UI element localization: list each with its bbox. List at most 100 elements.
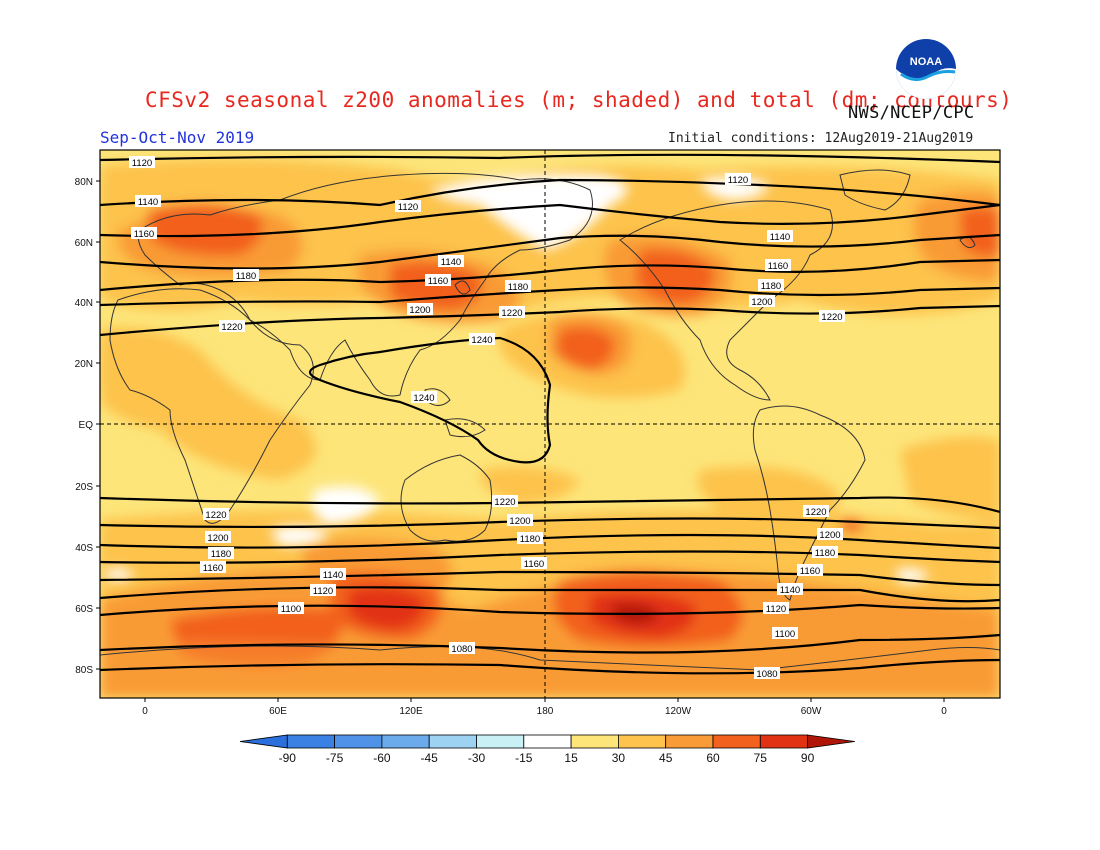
colorbar: -90 -75 -60 -45 -30 -15 15 30 45 60 75 90	[239, 734, 855, 765]
colorbar-tick-label: 60	[706, 751, 720, 765]
contour-label-bg	[797, 564, 823, 576]
contour-label: 1220	[805, 507, 826, 518]
contour-label-bg	[507, 514, 533, 526]
colorbar-segment	[618, 734, 667, 749]
colorbar-segment	[570, 734, 619, 749]
contour-label: 1180	[520, 534, 540, 545]
colorbar-tick-label: -30	[468, 751, 486, 765]
contour-label: 1200	[819, 530, 840, 541]
lon-tick-label: 60W	[801, 706, 822, 717]
lat-tick-label: 60S	[75, 604, 93, 615]
contour-label-bg	[449, 642, 475, 654]
contour-label-bg	[203, 508, 229, 520]
contour-label-bg	[320, 568, 346, 580]
colorbar-tick-label: 90	[801, 751, 815, 765]
contour-label: 1160	[428, 276, 448, 287]
lon-tick-label: 180	[537, 706, 554, 717]
contour-label-bg	[763, 602, 789, 614]
map-title: CFSv2 seasonal z200 anomalies (m; shaded…	[145, 88, 1013, 112]
contour-label-bg	[278, 602, 304, 614]
contour-label-bg	[817, 528, 843, 540]
lat-tick-label: EQ	[79, 420, 94, 431]
colorbar-segment	[428, 734, 477, 749]
height-contours	[100, 153, 1000, 675]
contour-label-bg	[803, 505, 829, 517]
contour-label: 1120	[313, 586, 333, 597]
contour-label: 1180	[236, 271, 256, 282]
contour-label-bg	[767, 230, 793, 242]
colorbar-tick-label: 75	[754, 751, 768, 765]
contour-label-bg	[395, 200, 421, 212]
contour-label: 1240	[413, 393, 434, 404]
contour-label-bg	[219, 320, 245, 332]
longitude-axis: 0 60E 120E 180 120W 60W 0	[142, 698, 947, 717]
contour-label: 1220	[205, 510, 226, 521]
contour-label: 1140	[780, 585, 800, 596]
contour-label: 1200	[207, 533, 228, 544]
contour-label: 1100	[775, 629, 795, 640]
colorbar-segment	[759, 734, 808, 749]
lat-tick-label: 20N	[75, 359, 93, 370]
contour-label: 1120	[132, 158, 152, 169]
contour-label: 1120	[766, 604, 786, 615]
lat-tick-label: 40N	[75, 298, 93, 309]
lat-tick-label: 80S	[75, 665, 93, 676]
season-label: Sep-Oct-Nov 2019	[100, 128, 255, 147]
lon-tick-label: 60E	[269, 706, 287, 717]
colorbar-tick-label: -75	[326, 751, 344, 765]
contour-label: 1220	[821, 312, 842, 323]
contour-label-bg	[425, 274, 451, 286]
colorbar-tick-label: 45	[659, 751, 673, 765]
contour-label-bg	[492, 495, 518, 507]
contour-label: 1180	[508, 282, 528, 293]
lon-tick-label: 0	[142, 706, 148, 717]
lat-tick-label: 60N	[75, 238, 93, 249]
lon-tick-label: 0	[941, 706, 947, 717]
colorbar-segment	[665, 734, 714, 749]
contour-label: 1220	[494, 497, 515, 508]
contour-label: 1180	[815, 548, 835, 559]
coastlines	[100, 169, 1000, 671]
contour-label-bg	[819, 310, 845, 322]
contour-label-bg	[772, 627, 798, 639]
contour-label: 1120	[728, 175, 748, 186]
contour-label: 1140	[770, 232, 790, 243]
colorbar-segment	[286, 734, 335, 749]
colorbar-tick-label: -45	[421, 751, 439, 765]
contour-label: 1160	[768, 261, 788, 272]
contour-label-bg	[205, 531, 231, 543]
noaa-logo-text: NOAA	[910, 56, 942, 68]
colorbar-segment	[381, 734, 430, 749]
contour-label-bg	[135, 195, 161, 207]
contour-label: 1200	[409, 305, 430, 316]
contour-label: 1140	[441, 257, 461, 268]
contour-label-bg	[749, 295, 775, 307]
contour-label-bg	[499, 306, 525, 318]
contour-label-bg	[411, 391, 437, 403]
colorbar-segment	[712, 734, 761, 749]
map-frame	[99, 149, 1001, 699]
colorbar-tick-label: -60	[373, 751, 391, 765]
lat-tick-label: 20S	[75, 482, 93, 493]
contour-label-bg	[517, 532, 543, 544]
colorbar-segment	[476, 734, 525, 749]
contour-label-bg	[812, 546, 838, 558]
contour-label: 1220	[501, 308, 522, 319]
contour-label: 1180	[761, 281, 781, 292]
contour-label-bg	[208, 547, 234, 559]
contour-label: 1160	[800, 566, 820, 577]
contour-label-bg	[233, 269, 259, 281]
contour-label-bg	[754, 667, 780, 679]
contour-label: 1080	[451, 644, 472, 655]
contour-label: 1200	[509, 516, 530, 527]
contour-label: 1140	[323, 570, 343, 581]
contour-label: 1220	[221, 322, 242, 333]
colorbar-tick-label: 15	[564, 751, 578, 765]
source-label: NWS/NCEP/CPC	[848, 103, 975, 123]
lon-tick-label: 120E	[399, 706, 423, 717]
lat-tick-label: 80N	[75, 177, 93, 188]
colorbar-segment	[523, 734, 572, 749]
contour-label: 1100	[281, 604, 301, 615]
contour-label-bg	[129, 156, 155, 168]
contour-label-bg	[469, 333, 495, 345]
